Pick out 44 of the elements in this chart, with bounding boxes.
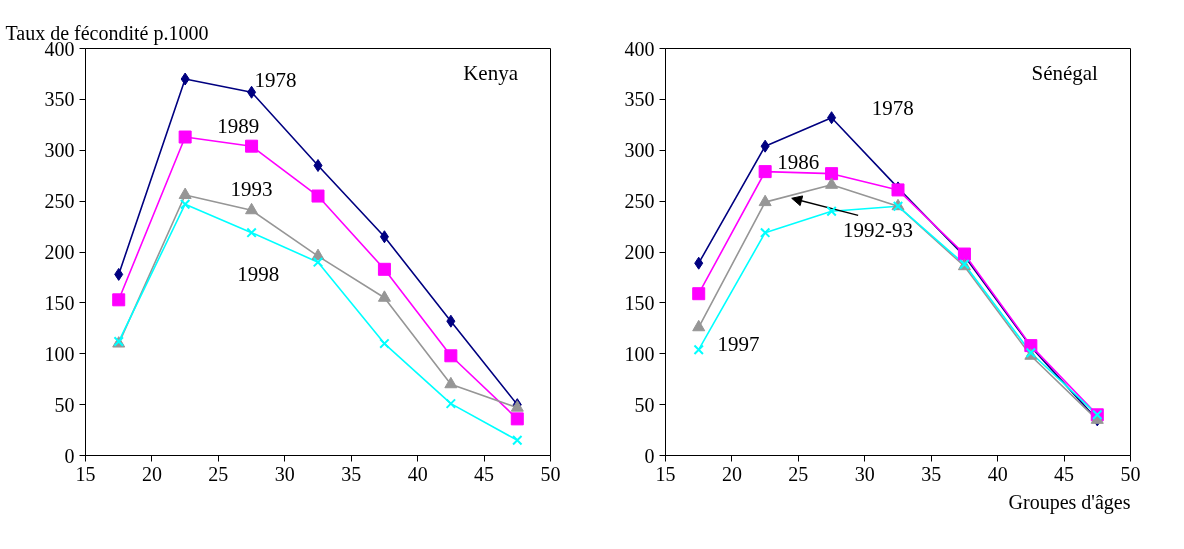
series-label: 1989 <box>217 113 260 138</box>
text: Kenya <box>463 61 519 86</box>
x-tick-label: 45 <box>474 462 495 485</box>
series-label: 1992-93 <box>843 217 914 242</box>
y-tick-label: 200 <box>624 241 655 263</box>
x-tick-label: 40 <box>407 462 428 485</box>
series-label: 1993 <box>230 176 273 201</box>
y-tick-label: 400 <box>624 37 655 60</box>
x-tick-label: 50 <box>540 462 561 485</box>
y-tick-label: 250 <box>624 190 655 213</box>
y-tick-label: 350 <box>44 88 75 111</box>
x-tick-label: 25 <box>208 462 229 485</box>
y-tick-label: 250 <box>44 190 75 213</box>
y-tick-label: 0 <box>644 444 655 467</box>
y-tick-label: 200 <box>44 241 75 263</box>
series-label: 1997 <box>717 331 760 356</box>
x-tick-label: 40 <box>987 462 1008 485</box>
series-label: 1986 <box>777 150 820 175</box>
x-axis-title: Groupes d'âges <box>1008 490 1131 514</box>
y-tick-label: 150 <box>624 291 655 314</box>
x-tick-label: 50 <box>1120 462 1141 485</box>
y-tick-label: 50 <box>54 393 75 416</box>
x-tick-label: 20 <box>141 462 162 485</box>
y-tick-label: 300 <box>624 139 655 162</box>
y-tick-label: 150 <box>44 291 75 314</box>
x-tick-label: 15 <box>75 462 96 485</box>
y-tick-label: 50 <box>634 393 655 416</box>
y-tick-label: 100 <box>44 342 75 365</box>
x-tick-label: 35 <box>921 462 942 485</box>
x-tick-label: 35 <box>341 462 362 485</box>
x-tick-label: 45 <box>1054 462 1075 485</box>
y-tick-label: 300 <box>44 139 75 162</box>
x-tick-label: 25 <box>788 462 809 485</box>
text: Sénégal <box>1031 61 1099 86</box>
series-label: 1998 <box>237 262 280 287</box>
x-tick-label: 30 <box>854 462 875 485</box>
y-tick-label: 350 <box>624 88 655 111</box>
y-tick-label: 0 <box>64 444 75 467</box>
x-tick-label: 30 <box>274 462 295 485</box>
series-label: 1978 <box>254 68 297 93</box>
x-tick-label: 20 <box>721 462 742 485</box>
y-tick-label: 100 <box>624 342 655 365</box>
series-label: 1978 <box>871 95 914 120</box>
x-tick-label: 15 <box>655 462 676 485</box>
